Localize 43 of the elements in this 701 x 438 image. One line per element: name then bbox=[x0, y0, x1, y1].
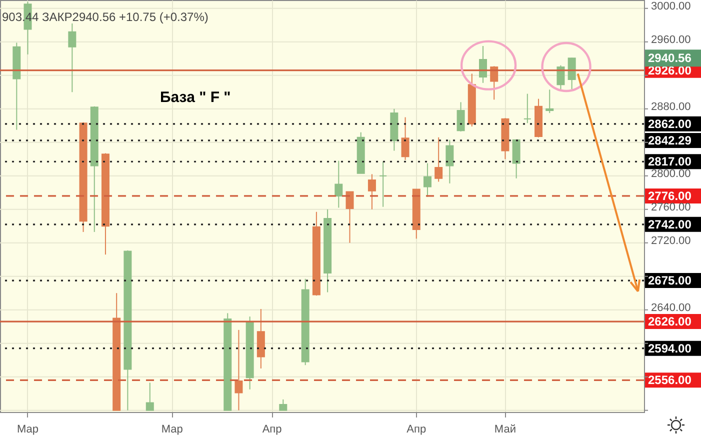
x-tick-label: Апр bbox=[406, 424, 426, 436]
ref-line-label: 2862.00 bbox=[648, 116, 692, 131]
candlestick bbox=[546, 89, 554, 114]
candlestick bbox=[379, 161, 388, 208]
candlestick bbox=[401, 116, 410, 160]
y-tick-label: 2640.00 bbox=[651, 302, 691, 314]
candlestick bbox=[456, 102, 465, 132]
y-tick-label: 3000.00 bbox=[651, 0, 691, 12]
candlestick bbox=[479, 46, 487, 84]
candlestick bbox=[434, 136, 443, 182]
y-tick-label: 2760.00 bbox=[651, 201, 691, 214]
candlestick bbox=[423, 162, 432, 198]
candlestick bbox=[568, 57, 576, 90]
x-tick-label: Май bbox=[494, 424, 516, 436]
candlestick bbox=[346, 191, 354, 244]
ref-line-label: 2675.00 bbox=[648, 274, 692, 288]
ref-line-label: 2776.00 bbox=[648, 188, 692, 203]
ref-line-label: 2842.29 bbox=[648, 133, 692, 148]
candlestick bbox=[523, 93, 532, 124]
x-tick-label: Апр bbox=[262, 424, 282, 436]
y-tick-label: 2800.00 bbox=[651, 168, 691, 180]
ref-line-label: 2626.00 bbox=[648, 314, 692, 329]
candlestick bbox=[146, 382, 154, 411]
candlestick bbox=[68, 22, 76, 93]
ref-line-label: 2742.00 bbox=[648, 217, 692, 232]
y-tick-label: 2880.00 bbox=[651, 100, 691, 113]
candlestick bbox=[512, 139, 520, 179]
ref-line-label: 2556.00 bbox=[648, 373, 692, 388]
candlestick bbox=[368, 174, 376, 210]
candlestick bbox=[279, 398, 288, 411]
y-tick-label: 2960.00 bbox=[651, 34, 691, 46]
candlestick bbox=[556, 64, 565, 90]
y-tick-label: 2720.00 bbox=[651, 234, 691, 247]
ref-line-label: 2926.00 bbox=[648, 63, 692, 78]
x-tick-label: Мар bbox=[161, 424, 183, 436]
annotation: База " F " bbox=[160, 89, 231, 106]
text: 2940.56 bbox=[648, 51, 692, 66]
ref-line-label: 2817.00 bbox=[648, 154, 692, 169]
candlestick bbox=[334, 160, 343, 208]
candlestick bbox=[234, 329, 243, 411]
candlestick bbox=[446, 139, 454, 184]
x-tick-label: Мар bbox=[16, 424, 39, 436]
ref-line-label: 2594.00 bbox=[648, 341, 692, 356]
